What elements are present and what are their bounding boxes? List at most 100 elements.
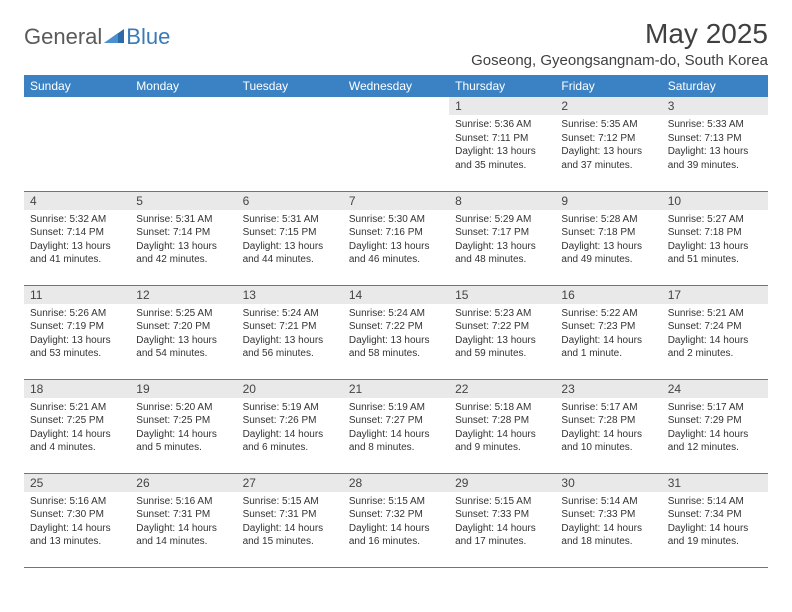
day-number: 2 — [555, 97, 661, 115]
day-number: 8 — [449, 192, 555, 210]
calendar-cell: 28 Sunrise: 5:15 AMSunset: 7:32 PMDayligh… — [343, 473, 449, 567]
day-detail: Sunrise: 5:27 AMSunset: 7:18 PMDaylight:… — [668, 213, 762, 267]
day-detail: Sunrise: 5:15 AMSunset: 7:33 PMDaylight:… — [455, 495, 549, 549]
day-detail: Sunrise: 5:22 AMSunset: 7:23 PMDaylight:… — [561, 307, 655, 361]
day-number: 17 — [662, 286, 768, 304]
day-number: 30 — [555, 474, 661, 492]
calendar-cell: 11Sunrise: 5:26 AMSunset: 7:19 PMDayligh… — [24, 285, 130, 379]
day-detail: Sunrise: 5:24 AMSunset: 7:21 PMDaylight:… — [243, 307, 337, 361]
day-detail: Sunrise: 5:29 AMSunset: 7:17 PMDaylight:… — [455, 213, 549, 267]
calendar-cell: 31 Sunrise: 5:14 AMSunset: 7:34 PMDayligh… — [662, 473, 768, 567]
day-detail: Sunrise: 5:14 AMSunset: 7:34 PMDaylight:… — [668, 495, 762, 549]
day-header: Tuesday — [237, 75, 343, 97]
day-detail: Sunrise: 5:23 AMSunset: 7:22 PMDaylight:… — [455, 307, 549, 361]
day-number: 31 — [662, 474, 768, 492]
day-header: Monday — [130, 75, 236, 97]
day-number: 16 — [555, 286, 661, 304]
day-detail: Sunrise: 5:21 AMSunset: 7:25 PMDaylight:… — [30, 401, 124, 455]
calendar-cell: . — [24, 97, 130, 191]
day-detail: Sunrise: 5:21 AMSunset: 7:24 PMDaylight:… — [668, 307, 762, 361]
day-header-row: SundayMondayTuesdayWednesdayThursdayFrid… — [24, 75, 768, 97]
day-header: Sunday — [24, 75, 130, 97]
page-title: May 2025 — [471, 18, 768, 50]
day-number: 13 — [237, 286, 343, 304]
table-row: 4Sunrise: 5:32 AMSunset: 7:14 PMDaylight… — [24, 191, 768, 285]
day-detail: Sunrise: 5:14 AMSunset: 7:33 PMDaylight:… — [561, 495, 655, 549]
day-number: 3 — [662, 97, 768, 115]
calendar-cell: 6 Sunrise: 5:31 AMSunset: 7:15 PMDaylight… — [237, 191, 343, 285]
logo-word2: Blue — [126, 24, 170, 50]
logo: General Blue — [24, 24, 170, 50]
day-header: Saturday — [662, 75, 768, 97]
day-detail: Sunrise: 5:17 AMSunset: 7:29 PMDaylight:… — [668, 401, 762, 455]
calendar-cell: 22 Sunrise: 5:18 AMSunset: 7:28 PMDayligh… — [449, 379, 555, 473]
calendar-cell: 7 Sunrise: 5:30 AMSunset: 7:16 PMDaylight… — [343, 191, 449, 285]
header: General Blue May 2025 Goseong, Gyeongsan… — [24, 18, 768, 69]
day-number: 1 — [449, 97, 555, 115]
calendar-cell: 18 Sunrise: 5:21 AMSunset: 7:25 PMDayligh… — [24, 379, 130, 473]
calendar-cell: 2 Sunrise: 5:35 AMSunset: 7:12 PMDaylight… — [555, 97, 661, 191]
calendar-cell: 14Sunrise: 5:24 AMSunset: 7:22 PMDayligh… — [343, 285, 449, 379]
calendar-cell: 30 Sunrise: 5:14 AMSunset: 7:33 PMDayligh… — [555, 473, 661, 567]
day-number: 14 — [343, 286, 449, 304]
logo-word1: General — [24, 24, 102, 50]
day-detail: Sunrise: 5:31 AMSunset: 7:15 PMDaylight:… — [243, 213, 337, 267]
day-number: 11 — [24, 286, 130, 304]
calendar-cell: 27Sunrise: 5:15 AMSunset: 7:31 PMDayligh… — [237, 473, 343, 567]
calendar-cell: . — [343, 97, 449, 191]
day-header: Friday — [555, 75, 661, 97]
calendar-cell: 5Sunrise: 5:31 AMSunset: 7:14 PMDaylight… — [130, 191, 236, 285]
calendar-cell: 17 Sunrise: 5:21 AMSunset: 7:24 PMDayligh… — [662, 285, 768, 379]
day-number: 28 — [343, 474, 449, 492]
calendar-cell: 10 Sunrise: 5:27 AMSunset: 7:18 PMDayligh… — [662, 191, 768, 285]
day-detail: Sunrise: 5:30 AMSunset: 7:16 PMDaylight:… — [349, 213, 443, 267]
location-text: Goseong, Gyeongsangnam-do, South Korea — [471, 52, 768, 69]
day-header: Thursday — [449, 75, 555, 97]
calendar-cell: 13 Sunrise: 5:24 AMSunset: 7:21 PMDayligh… — [237, 285, 343, 379]
calendar-cell: 21 Sunrise: 5:19 AMSunset: 7:27 PMDayligh… — [343, 379, 449, 473]
table-row: 11Sunrise: 5:26 AMSunset: 7:19 PMDayligh… — [24, 285, 768, 379]
day-number: 18 — [24, 380, 130, 398]
day-number: 29 — [449, 474, 555, 492]
day-number: 25 — [24, 474, 130, 492]
day-number: 22 — [449, 380, 555, 398]
calendar-cell: 26Sunrise: 5:16 AMSunset: 7:31 PMDayligh… — [130, 473, 236, 567]
day-detail: Sunrise: 5:35 AMSunset: 7:12 PMDaylight:… — [561, 118, 655, 172]
calendar-cell: 25Sunrise: 5:16 AMSunset: 7:30 PMDayligh… — [24, 473, 130, 567]
day-detail: Sunrise: 5:19 AMSunset: 7:27 PMDaylight:… — [349, 401, 443, 455]
day-number: 12 — [130, 286, 236, 304]
day-number: 21 — [343, 380, 449, 398]
table-row: ....1Sunrise: 5:36 AMSunset: 7:11 PMDayl… — [24, 97, 768, 191]
calendar-cell: 1 Sunrise: 5:36 AMSunset: 7:11 PMDaylight… — [449, 97, 555, 191]
day-number: 9 — [555, 192, 661, 210]
day-number: 10 — [662, 192, 768, 210]
day-number: 4 — [24, 192, 130, 210]
day-detail: Sunrise: 5:18 AMSunset: 7:28 PMDaylight:… — [455, 401, 549, 455]
day-detail: Sunrise: 5:33 AMSunset: 7:13 PMDaylight:… — [668, 118, 762, 172]
calendar-cell: 9 Sunrise: 5:28 AMSunset: 7:18 PMDaylight… — [555, 191, 661, 285]
calendar-cell: 4Sunrise: 5:32 AMSunset: 7:14 PMDaylight… — [24, 191, 130, 285]
calendar-cell: 3 Sunrise: 5:33 AMSunset: 7:13 PMDaylight… — [662, 97, 768, 191]
calendar-cell: 12Sunrise: 5:25 AMSunset: 7:20 PMDayligh… — [130, 285, 236, 379]
table-row: 25Sunrise: 5:16 AMSunset: 7:30 PMDayligh… — [24, 473, 768, 567]
logo-triangle-icon — [104, 27, 124, 48]
table-row: 18 Sunrise: 5:21 AMSunset: 7:25 PMDayligh… — [24, 379, 768, 473]
day-number: 6 — [237, 192, 343, 210]
calendar-table: SundayMondayTuesdayWednesdayThursdayFrid… — [24, 75, 768, 568]
day-number: 15 — [449, 286, 555, 304]
calendar-cell: . — [130, 97, 236, 191]
day-number: 24 — [662, 380, 768, 398]
day-detail: Sunrise: 5:16 AMSunset: 7:31 PMDaylight:… — [136, 495, 230, 549]
title-block: May 2025 Goseong, Gyeongsangnam-do, Sout… — [471, 18, 768, 69]
day-number: 23 — [555, 380, 661, 398]
calendar-cell: . — [237, 97, 343, 191]
calendar-cell: 16 Sunrise: 5:22 AMSunset: 7:23 PMDayligh… — [555, 285, 661, 379]
day-detail: Sunrise: 5:15 AMSunset: 7:32 PMDaylight:… — [349, 495, 443, 549]
calendar-cell: 15 Sunrise: 5:23 AMSunset: 7:22 PMDayligh… — [449, 285, 555, 379]
day-detail: Sunrise: 5:36 AMSunset: 7:11 PMDaylight:… — [455, 118, 549, 172]
day-detail: Sunrise: 5:15 AMSunset: 7:31 PMDaylight:… — [243, 495, 337, 549]
calendar-cell: 19Sunrise: 5:20 AMSunset: 7:25 PMDayligh… — [130, 379, 236, 473]
day-detail: Sunrise: 5:28 AMSunset: 7:18 PMDaylight:… — [561, 213, 655, 267]
calendar-body: ....1Sunrise: 5:36 AMSunset: 7:11 PMDayl… — [24, 97, 768, 567]
day-number: 7 — [343, 192, 449, 210]
